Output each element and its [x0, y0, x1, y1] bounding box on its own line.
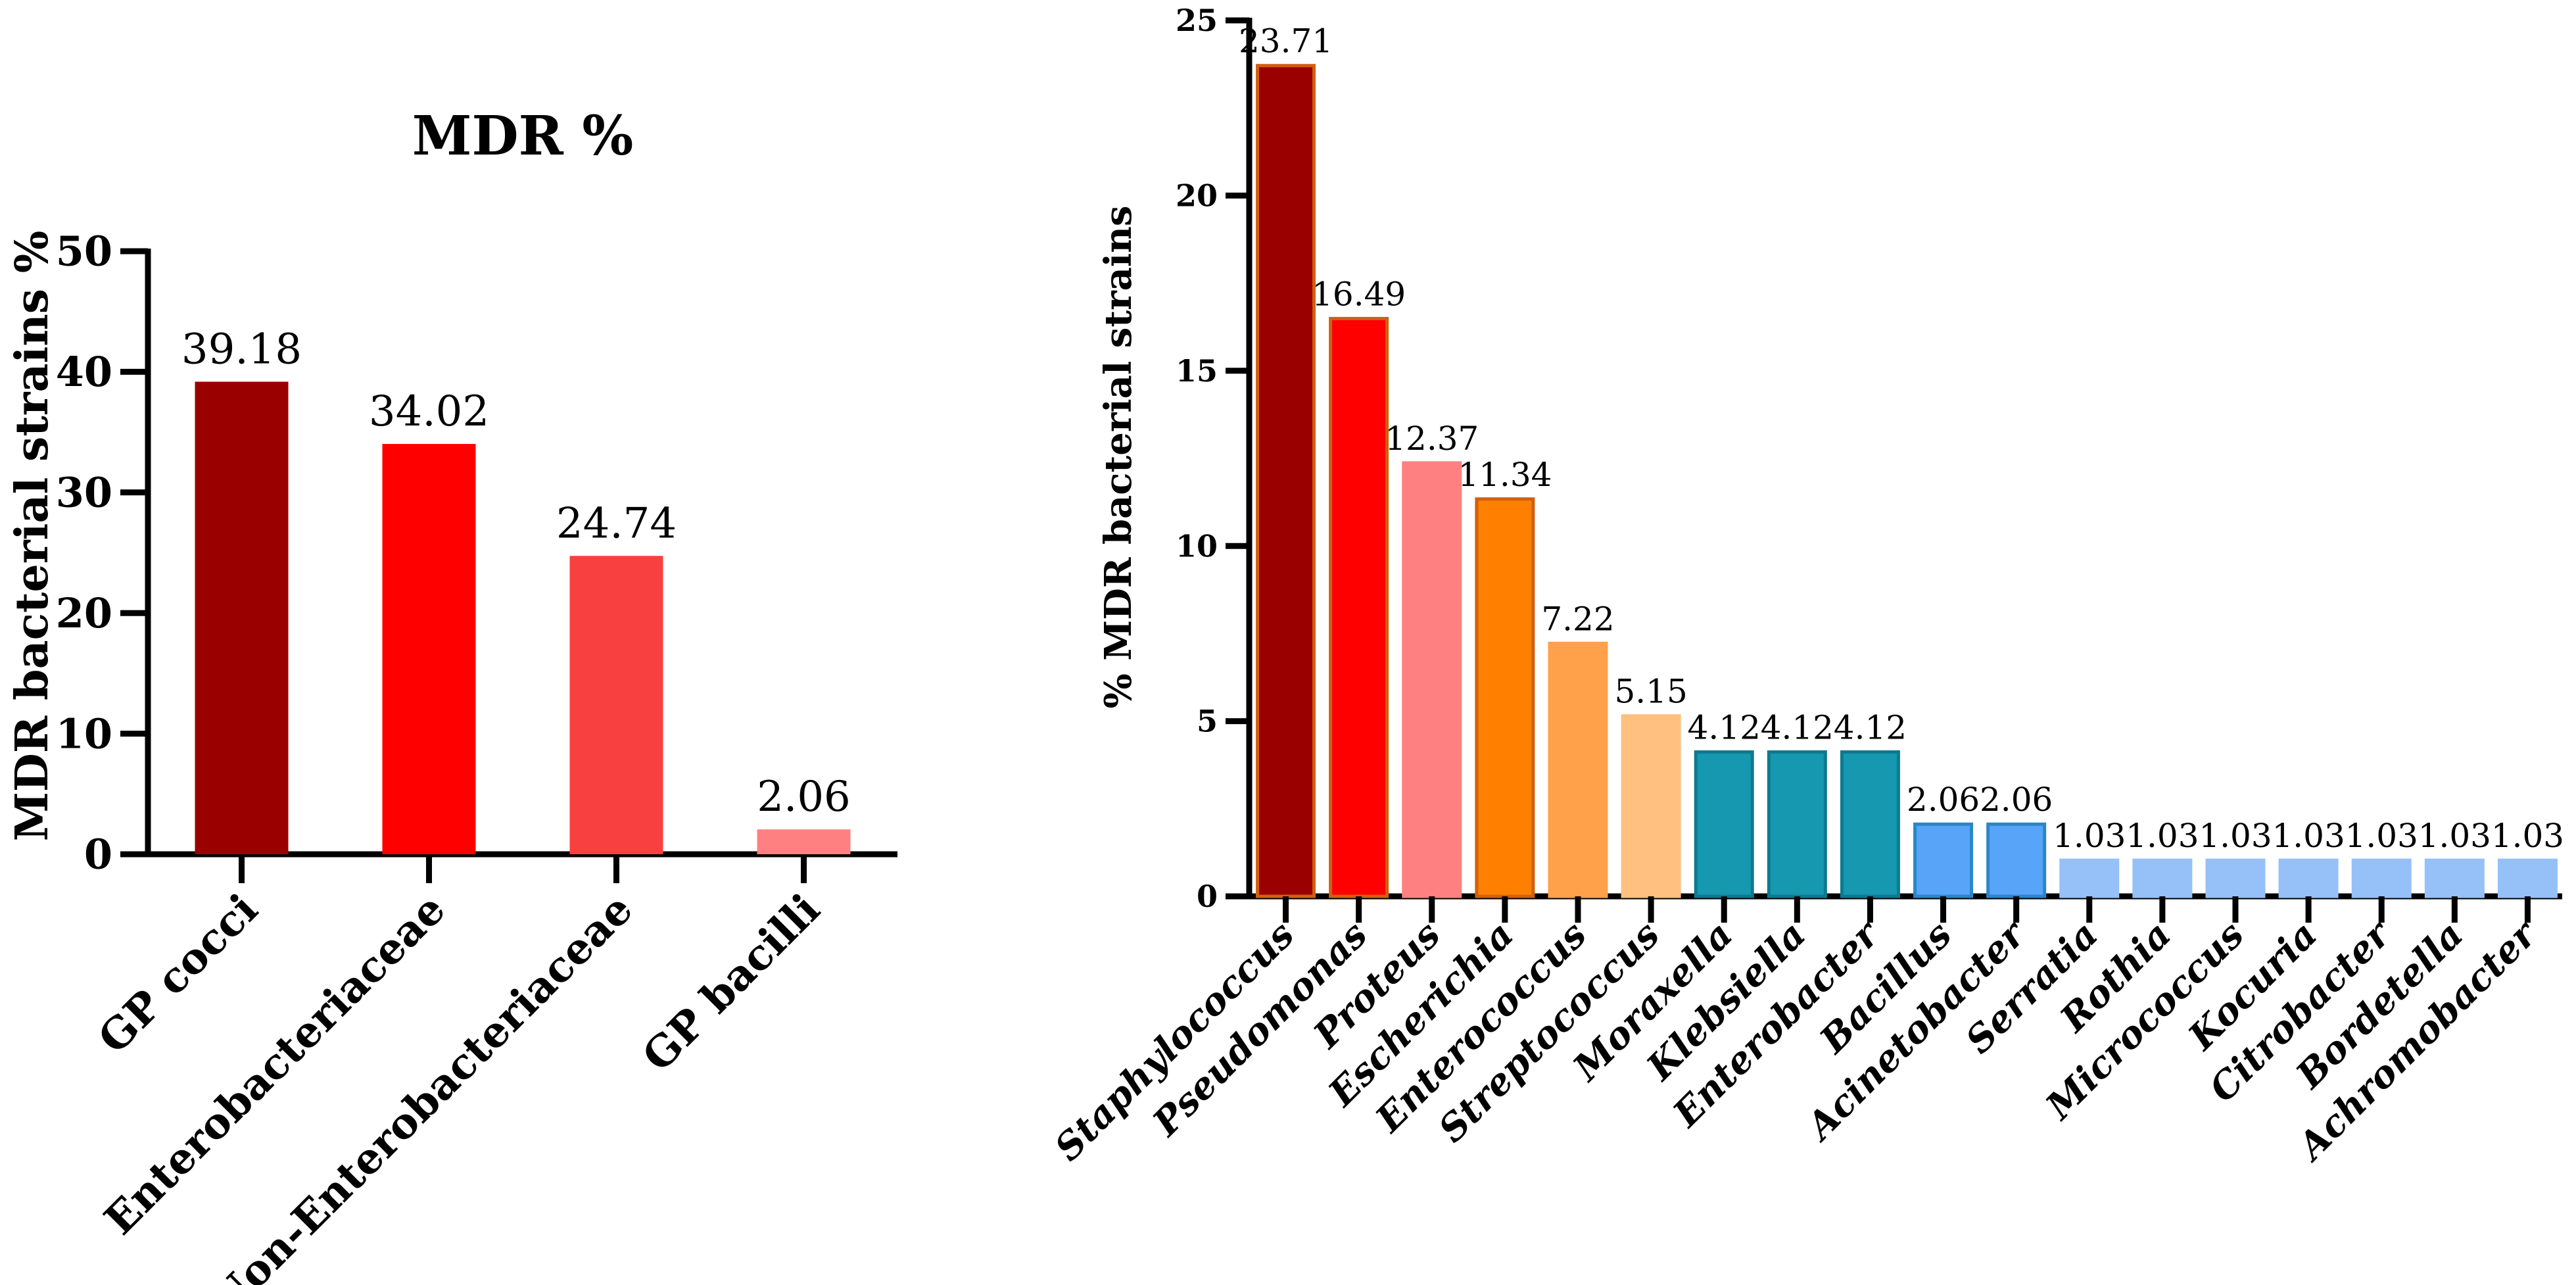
- data-label: 2.06: [757, 773, 851, 821]
- bar-klebsiella: [1767, 750, 1827, 898]
- y-tick-label: 0: [84, 831, 112, 879]
- bar-achromobacter: [2497, 858, 2558, 898]
- data-label: 2.06: [1907, 781, 1980, 819]
- y-axis-ticks: 0 10 20 30 40 50: [56, 228, 148, 879]
- bar-bordetella: [2424, 858, 2485, 898]
- chart-mdr-genera: % MDR bacterial strains 0 5 10 15 20 25 23.71…: [1046, 3, 2564, 1170]
- data-label: 34.02: [369, 387, 489, 436]
- bar-citrobacter: [2351, 858, 2412, 898]
- bar-proteus: [1402, 461, 1462, 898]
- bar-enterococcus: [1548, 641, 1608, 898]
- data-label: 1.03: [2272, 817, 2345, 855]
- bar-pseudomonas: [1329, 316, 1389, 898]
- data-label: 1.03: [2491, 817, 2564, 855]
- bar-gp-bacilli: [757, 829, 851, 854]
- y-tick-label: 10: [56, 710, 112, 758]
- data-label: 16.49: [1312, 275, 1406, 313]
- value-labels: 39.18 34.02 24.74 2.06: [181, 325, 851, 821]
- y-tick-label: 50: [56, 228, 112, 276]
- bar-kocuria: [2278, 858, 2339, 898]
- y-tick-label: 40: [56, 348, 112, 396]
- data-label: 1.03: [2053, 817, 2126, 855]
- y-tick-label: 5: [1197, 704, 1218, 739]
- bar-gp-cocci: [195, 381, 289, 854]
- x-axis-ticks: GP cocciEnterobacteriaceaeNon-Enterobact…: [89, 854, 830, 1285]
- data-label: 11.34: [1458, 456, 1552, 494]
- data-label: 12.37: [1385, 420, 1479, 458]
- data-label: 4.12: [1761, 708, 1834, 746]
- data-label: 4.12: [1834, 708, 1907, 746]
- bar-staphylococcus: [1256, 64, 1316, 898]
- data-label: 4.12: [1688, 708, 1761, 746]
- bar-enterobacter: [1840, 750, 1900, 898]
- bar-acinetobacter: [1986, 822, 2047, 898]
- data-label: 1.03: [2199, 817, 2272, 855]
- bar-serratia: [2059, 858, 2120, 898]
- data-label: 7.22: [1541, 600, 1614, 638]
- x-tick-label: GP bacilli: [633, 885, 830, 1081]
- y-tick-label: 25: [1176, 3, 1218, 38]
- bar-micrococcus: [2205, 858, 2266, 898]
- chart-mdr-groups: MDR % MDR bacterial strains % 0 10 20 30 40 5…: [6, 105, 897, 1285]
- data-label: 39.18: [181, 325, 302, 374]
- y-axis-label: MDR bacterial strains %: [6, 231, 59, 842]
- bar-rothia: [2132, 858, 2193, 898]
- x-tick-label: Enterobacteriaceae: [95, 885, 455, 1244]
- y-tick-label: 20: [1176, 178, 1218, 214]
- y-axis-ticks: 0 5 10 15 20 25: [1176, 3, 1249, 914]
- bar-escherichia: [1475, 497, 1535, 898]
- bar-bacillus: [1913, 822, 1974, 898]
- bar-non-enterobacteriaceae: [569, 556, 663, 854]
- chart-title: MDR %: [412, 105, 634, 168]
- bars: [1256, 64, 2558, 898]
- data-label: 5.15: [1614, 673, 1687, 711]
- data-label: 24.74: [556, 499, 677, 548]
- data-label: 2.06: [1980, 781, 2053, 819]
- y-tick-label: 10: [1176, 528, 1218, 564]
- x-tick-label: GP cocci: [89, 885, 268, 1063]
- data-label: 1.03: [2418, 817, 2491, 855]
- y-tick-label: 20: [56, 589, 112, 637]
- bar-streptococcus: [1621, 714, 1681, 898]
- bar-moraxella: [1694, 750, 1754, 898]
- y-tick-label: 0: [1197, 879, 1218, 914]
- bars: [195, 381, 851, 854]
- data-label: 1.03: [2345, 817, 2418, 855]
- y-tick-label: 15: [1176, 353, 1218, 389]
- y-tick-label: 30: [56, 469, 112, 517]
- data-label: 23.71: [1239, 22, 1333, 61]
- bar-enterobacteriaceae: [382, 444, 476, 854]
- y-axis-label: % MDR bacterial strains: [1097, 206, 1140, 709]
- data-label: 1.03: [2126, 817, 2199, 855]
- x-axis-ticks: StaphylococcusPseudomonasProteusEscheric…: [1046, 896, 2546, 1170]
